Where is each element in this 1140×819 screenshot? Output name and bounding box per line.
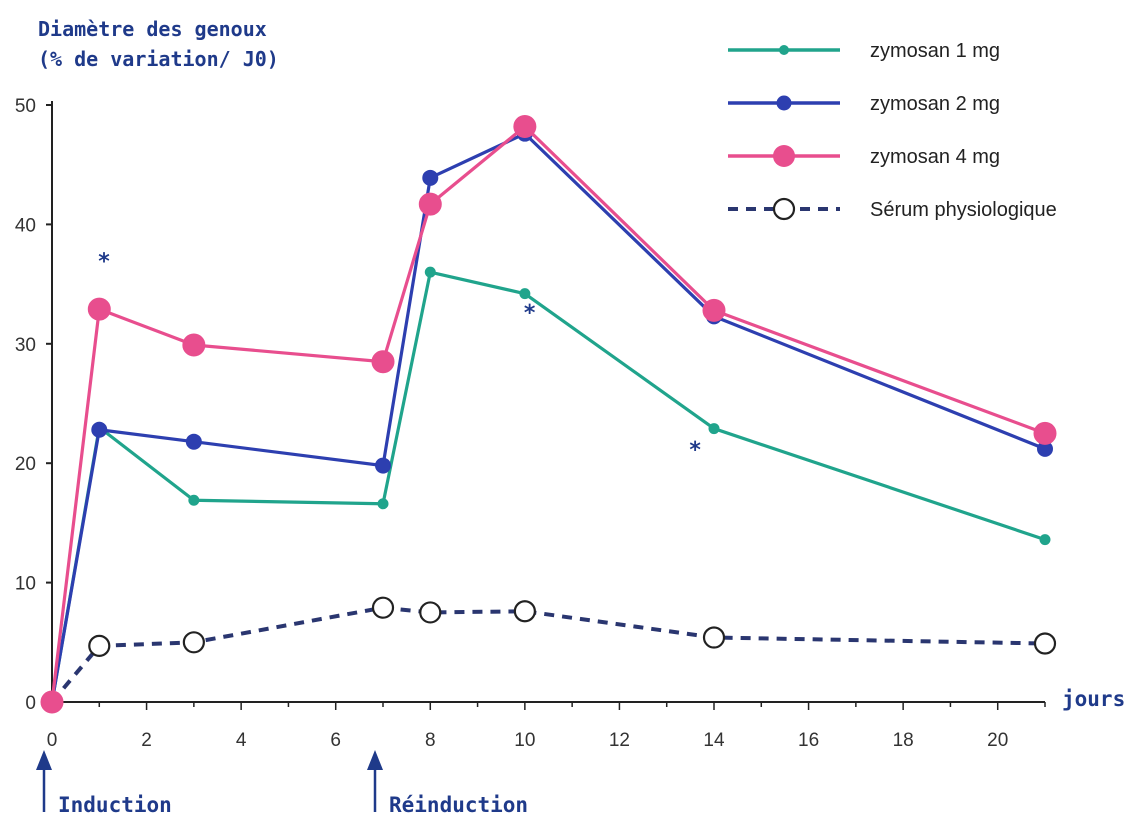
legend-label: Sérum physiologique: [870, 199, 1057, 221]
annotation-induction: Induction: [36, 750, 172, 817]
data-point: [371, 350, 395, 374]
data-point: [91, 421, 108, 438]
x-tick-label: 2: [141, 730, 152, 751]
x-tick-label: 12: [609, 730, 630, 751]
data-point: [185, 433, 202, 450]
legend-marker: [773, 145, 795, 167]
data-point: [519, 288, 531, 300]
annotations: Induction Réinduction: [36, 750, 528, 817]
data-point: [88, 634, 111, 657]
legend-entry: zymosan 4 mg: [728, 145, 1000, 168]
y-axis-title-line1: Diamètre des genoux: [38, 17, 267, 41]
annotation-label: Induction: [58, 793, 172, 817]
annotation-label: Réinduction: [389, 793, 528, 817]
data-point: [418, 192, 442, 216]
x-tick-label: 14: [703, 730, 725, 751]
data-point: [422, 169, 439, 186]
data-point: [424, 266, 436, 278]
data-point: [702, 298, 726, 322]
data-point: [513, 600, 536, 623]
legend-entry: Sérum physiologique: [728, 197, 1057, 221]
y-axis-title-line2: (% de variation/ J0): [38, 47, 279, 71]
legend-marker: [776, 95, 792, 111]
data-point: [419, 601, 442, 624]
series-zymosan-4-mg: [40, 114, 1057, 714]
series-layer: [40, 114, 1057, 714]
series-zymosan-2-mg: [44, 125, 1053, 710]
data-point: [188, 494, 200, 506]
axes: 0 10 20 30 40 50 0 2 4 6 8 10 12 14 16 18 20: [15, 96, 1046, 751]
legend-entry: zymosan 1 mg: [728, 40, 1000, 62]
arrow-up-icon: [367, 750, 383, 770]
data-point: [1033, 421, 1057, 445]
x-tick-label: 4: [236, 730, 247, 751]
data-point: [513, 114, 537, 138]
arrow-up-icon: [36, 750, 52, 770]
x-tick-label: 10: [514, 730, 535, 751]
x-axis-title: jours: [1062, 687, 1125, 711]
series-line: [50, 132, 1046, 703]
annotation-réinduction: Réinduction: [367, 750, 528, 817]
data-point: [182, 631, 205, 654]
data-point: [371, 596, 395, 619]
x-tick-label: 0: [47, 730, 58, 751]
data-point: [1039, 534, 1051, 546]
series-line: [50, 605, 1046, 704]
significance-star: *: [689, 438, 701, 463]
x-tick-label: 18: [893, 730, 914, 751]
y-tick-label: 10: [15, 574, 36, 595]
y-tick-label: 50: [15, 96, 36, 117]
y-tick-label: 0: [25, 693, 36, 714]
y-tick-label: 40: [15, 215, 36, 236]
significance-marks: * * *: [98, 250, 701, 464]
significance-star: *: [98, 250, 110, 275]
x-tick-label: 16: [798, 730, 819, 751]
data-point: [708, 423, 720, 435]
significance-star: *: [524, 301, 536, 326]
legend: zymosan 1 mg zymosan 2 mg zymosan 4 mg Séru…: [728, 40, 1057, 221]
y-tick-label: 30: [15, 335, 36, 356]
legend-entry: zymosan 2 mg: [728, 93, 1000, 115]
series-s-rum-physiologique: [40, 596, 1057, 714]
x-tick-label: 8: [425, 730, 436, 751]
legend-label: zymosan 2 mg: [870, 93, 1000, 115]
data-point: [377, 498, 389, 510]
data-point: [40, 690, 64, 714]
data-point: [1033, 632, 1057, 655]
data-point: [182, 333, 206, 357]
data-point: [702, 626, 726, 649]
legend-label: zymosan 1 mg: [870, 40, 1000, 62]
series-line: [50, 270, 1046, 703]
x-tick-label: 6: [330, 730, 341, 751]
legend-marker: [772, 197, 796, 221]
legend-label: zymosan 4 mg: [870, 146, 1000, 168]
series-line: [50, 124, 1046, 703]
y-tick-label: 20: [15, 454, 36, 475]
data-point: [87, 297, 111, 321]
legend-marker: [779, 45, 789, 55]
x-tick-label: 20: [987, 730, 1008, 751]
data-point: [375, 457, 391, 474]
